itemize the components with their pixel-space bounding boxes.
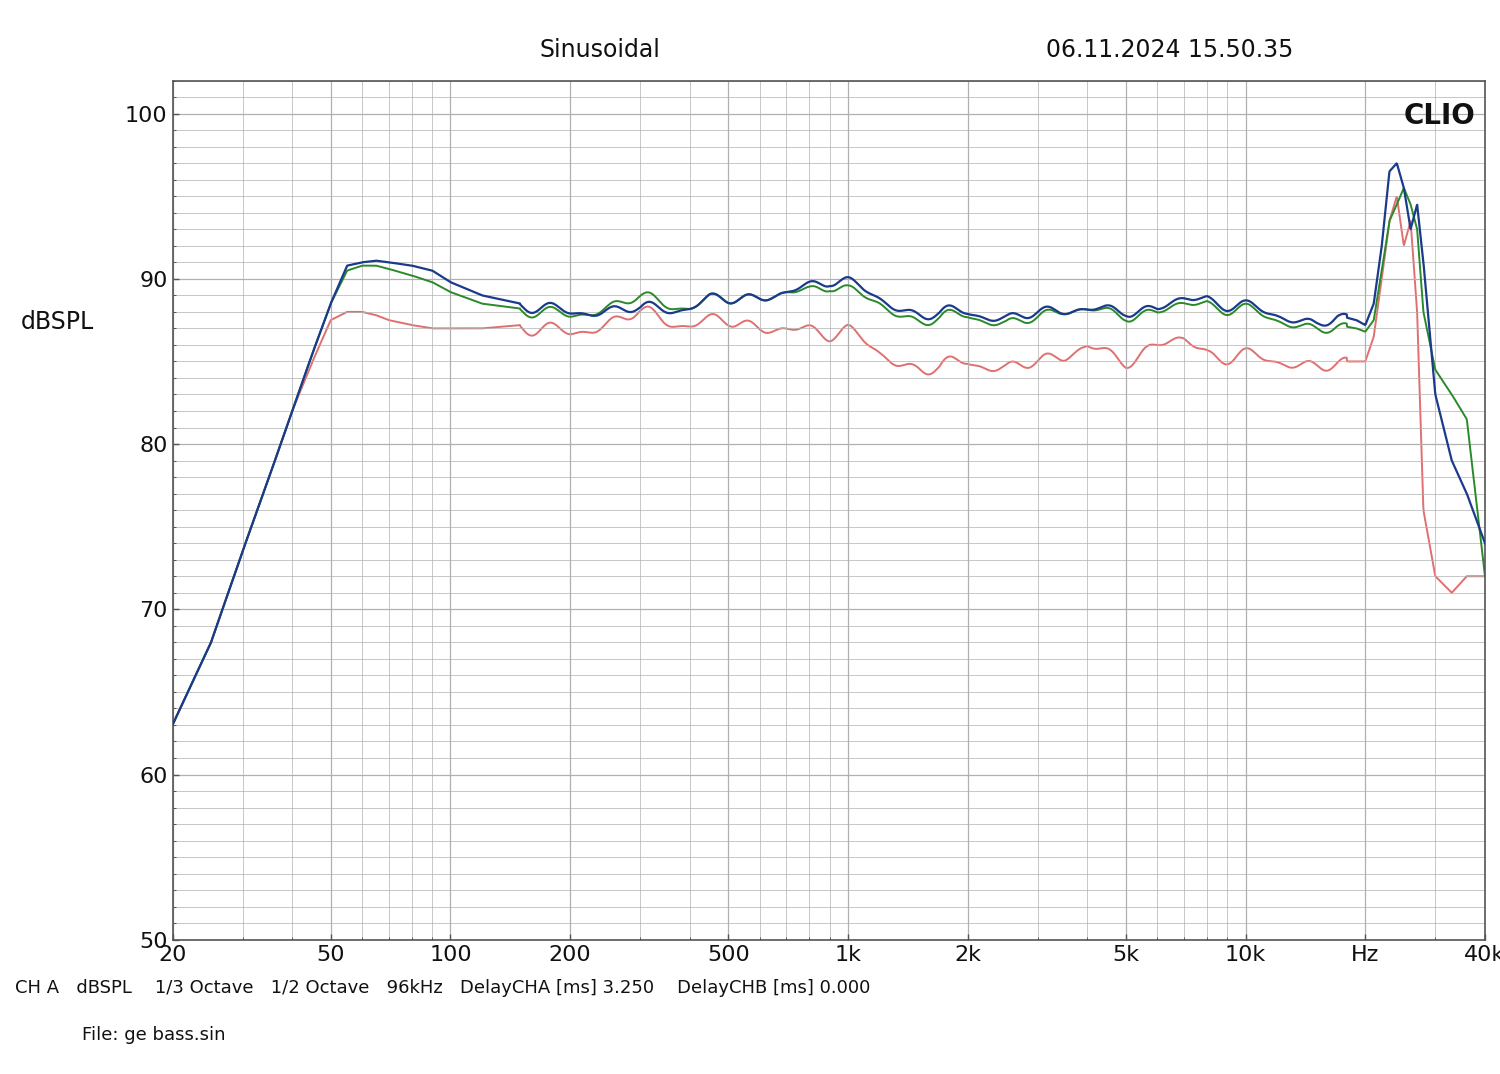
Text: CH A   dBSPL    1/3 Octave   1/2 Octave   96kHz   DelayCHA [ms] 3.250    DelayCH: CH A dBSPL 1/3 Octave 1/2 Octave 96kHz D…	[15, 979, 870, 998]
Text: 06.11.2024 15.50.35: 06.11.2024 15.50.35	[1047, 38, 1293, 61]
Text: File: ge bass.sin: File: ge bass.sin	[82, 1026, 226, 1044]
Text: Sinusoidal: Sinusoidal	[540, 38, 660, 61]
Text: CLIO: CLIO	[1404, 102, 1476, 130]
Text: dBSPL: dBSPL	[21, 310, 93, 334]
